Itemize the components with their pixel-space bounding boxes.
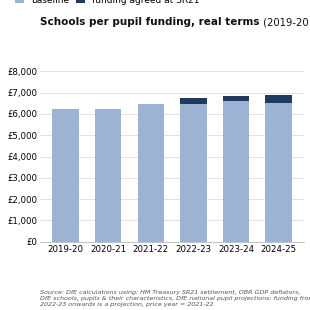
Text: (2019-20 to 2024-25): (2019-20 to 2024-25) [260,17,310,27]
Bar [138,104,164,242]
Text: Source: DfE calculations using: HM Treasury SR21 settlement, OBR GDP deflators,
: Source: DfE calculations using: HM Treas… [40,290,310,307]
Text: Schools per pupil funding, real terms: Schools per pupil funding, real terms [40,17,260,27]
Bar [223,96,249,101]
Bar [95,109,121,242]
Bar [265,95,292,103]
Bar [52,109,79,242]
Bar [180,104,206,242]
Bar [223,101,249,242]
Bar [265,103,292,242]
Bar [180,98,206,104]
Legend: baseline, funding agreed at SR21: baseline, funding agreed at SR21 [15,0,200,5]
